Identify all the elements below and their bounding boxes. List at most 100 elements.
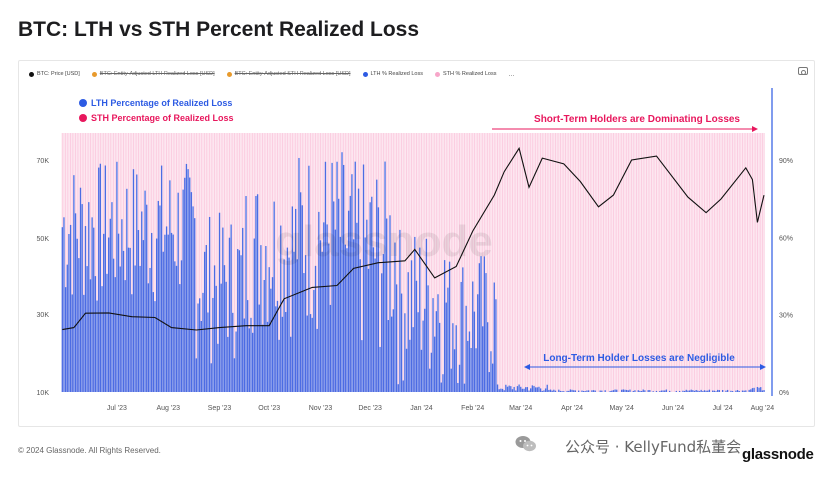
sth-bar (599, 133, 601, 392)
sth-bar (83, 133, 85, 392)
lth-bar (76, 238, 78, 392)
sth-bar (147, 133, 149, 392)
lth-bar (271, 277, 274, 392)
lth-bar (738, 390, 740, 392)
sth-bar (554, 133, 557, 392)
lth-bar (212, 297, 214, 392)
lth-bar (601, 390, 603, 392)
sth-bar (475, 133, 477, 392)
legend-item[interactable]: BTC: Entity-Adjusted LTH Realized Loss [… (91, 71, 215, 77)
lth-bar (450, 368, 452, 392)
sth-bar (536, 133, 538, 392)
lth-bar (424, 308, 426, 392)
sth-bar (601, 133, 603, 392)
sth-bar (281, 133, 284, 392)
sth-bar (409, 133, 411, 392)
lth-bar (400, 293, 403, 392)
lth-bar (435, 311, 438, 392)
lth-bar (154, 301, 156, 392)
lth-bar (521, 388, 524, 392)
lth-bar (316, 328, 318, 392)
x-tick: Jul '24 (713, 405, 733, 412)
lth-bar (604, 390, 606, 392)
y-left-tick: 50K (37, 236, 50, 243)
sth-bar (313, 133, 315, 392)
legend-item[interactable]: LTH % Realized Loss (362, 71, 423, 77)
sth-bar (654, 133, 656, 392)
sth-bar (250, 133, 252, 392)
lth-bar (116, 161, 118, 392)
lth-bar (756, 386, 759, 392)
lth-bar (243, 318, 246, 392)
lth-bar (541, 390, 543, 392)
x-tick: Jul '23 (107, 405, 127, 412)
sth-bar (644, 133, 646, 392)
lth-bar (139, 265, 141, 392)
sth-bar (675, 133, 677, 392)
lth-bar (245, 196, 247, 392)
x-tick: May '24 (610, 405, 634, 412)
lth-bar (88, 202, 90, 392)
lth-bar (470, 347, 472, 392)
lth-bar (99, 163, 102, 392)
legend-item[interactable]: STH % Realized Loss (434, 71, 496, 77)
legend-sth-dot (79, 114, 87, 122)
sth-bar (276, 133, 279, 392)
lth-bar (761, 390, 764, 392)
sth-bar (713, 133, 715, 392)
lth-bar (189, 177, 191, 392)
sth-bar (710, 133, 712, 392)
more-menu[interactable]: ... (508, 70, 515, 78)
lth-bar (660, 390, 663, 392)
lth-bar (563, 391, 565, 392)
sth-bar (531, 133, 533, 392)
sth-bar (200, 133, 202, 392)
lth-bar (83, 294, 85, 392)
sth-bar (500, 133, 502, 392)
lth-bar (215, 285, 217, 392)
lth-bar (293, 251, 295, 392)
lth-bar (190, 192, 193, 392)
sth-bar (422, 133, 424, 392)
lth-bar (111, 202, 113, 392)
sth-bar (437, 133, 439, 392)
sth-bar (233, 133, 236, 392)
sth-bar (65, 133, 67, 392)
lth-bar (149, 267, 151, 392)
lth-bar (392, 309, 394, 392)
legend-item[interactable]: BTC: Entity-Adjusted STH Realized Loss [… (226, 71, 351, 77)
lth-bar (637, 390, 639, 392)
sth-bar (556, 133, 558, 392)
sth-bar (665, 133, 667, 392)
lth-bar (394, 242, 396, 392)
legend-label: BTC: Entity-Adjusted STH Realized Loss [… (234, 71, 351, 77)
lth-bar (126, 188, 128, 392)
y-right-tick: 0% (779, 390, 789, 397)
sth-bar (738, 133, 740, 392)
sth-bar (596, 133, 598, 392)
lth-bar (682, 390, 684, 392)
sth-bar (544, 133, 547, 392)
sth-bar (429, 133, 431, 392)
lth-bar (144, 190, 146, 392)
lth-bar (160, 165, 163, 392)
sth-bar (278, 133, 280, 392)
lth-bar (273, 201, 275, 392)
legend-item[interactable]: BTC: Price [USD] (29, 71, 80, 77)
camera-icon[interactable] (798, 67, 808, 75)
lth-bar (237, 249, 239, 392)
sth-bar (581, 133, 583, 392)
lth-bar (574, 390, 577, 392)
sth-bar (402, 133, 404, 392)
lth-bar (758, 387, 760, 392)
sth-bar (119, 133, 121, 392)
lth-bar (434, 336, 436, 392)
sth-bar (718, 133, 720, 392)
lth-bar (233, 358, 236, 392)
lth-bar (361, 340, 363, 392)
lth-bar (503, 390, 505, 392)
lth-bar (369, 202, 371, 392)
sth-bar (134, 133, 136, 392)
lth-bar (669, 390, 671, 392)
sth-bar (639, 133, 641, 392)
